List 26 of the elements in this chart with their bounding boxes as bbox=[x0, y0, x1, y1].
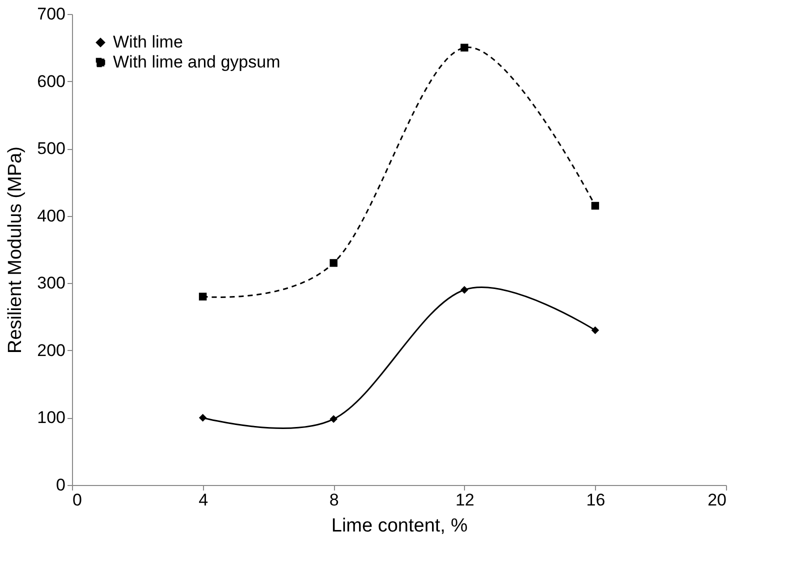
x-axis-title: Lime content, % bbox=[331, 516, 468, 536]
point bbox=[198, 292, 207, 300]
y-tick-label: 300 bbox=[37, 274, 66, 293]
point bbox=[198, 414, 207, 422]
x-tick-label: 4 bbox=[198, 490, 208, 510]
point bbox=[591, 202, 600, 210]
y-tick-label: 200 bbox=[37, 340, 66, 360]
point bbox=[460, 44, 468, 52]
y-axis-title: Resilient Modulus (MPa) bbox=[5, 146, 26, 354]
x-tick-label: 8 bbox=[329, 490, 339, 510]
x-tick-label: 0 bbox=[72, 490, 82, 510]
y-tick-label: 700 bbox=[37, 4, 66, 24]
y-tick-label: 100 bbox=[37, 408, 66, 428]
legend-label: With lime and gypsum bbox=[113, 52, 280, 72]
y-tick-label: 500 bbox=[37, 139, 66, 158]
x-tick-label: 12 bbox=[455, 490, 474, 510]
point bbox=[591, 326, 600, 334]
x-tick-label: 16 bbox=[586, 490, 606, 510]
y-tick-label: 600 bbox=[37, 72, 66, 91]
point bbox=[330, 259, 338, 267]
point bbox=[330, 415, 338, 423]
point bbox=[460, 286, 468, 294]
legend-label: With lime bbox=[113, 32, 183, 52]
y-tick-label: 0 bbox=[56, 476, 66, 494]
x-tick-label: 20 bbox=[708, 490, 726, 510]
y-tick-label: 400 bbox=[37, 206, 66, 226]
